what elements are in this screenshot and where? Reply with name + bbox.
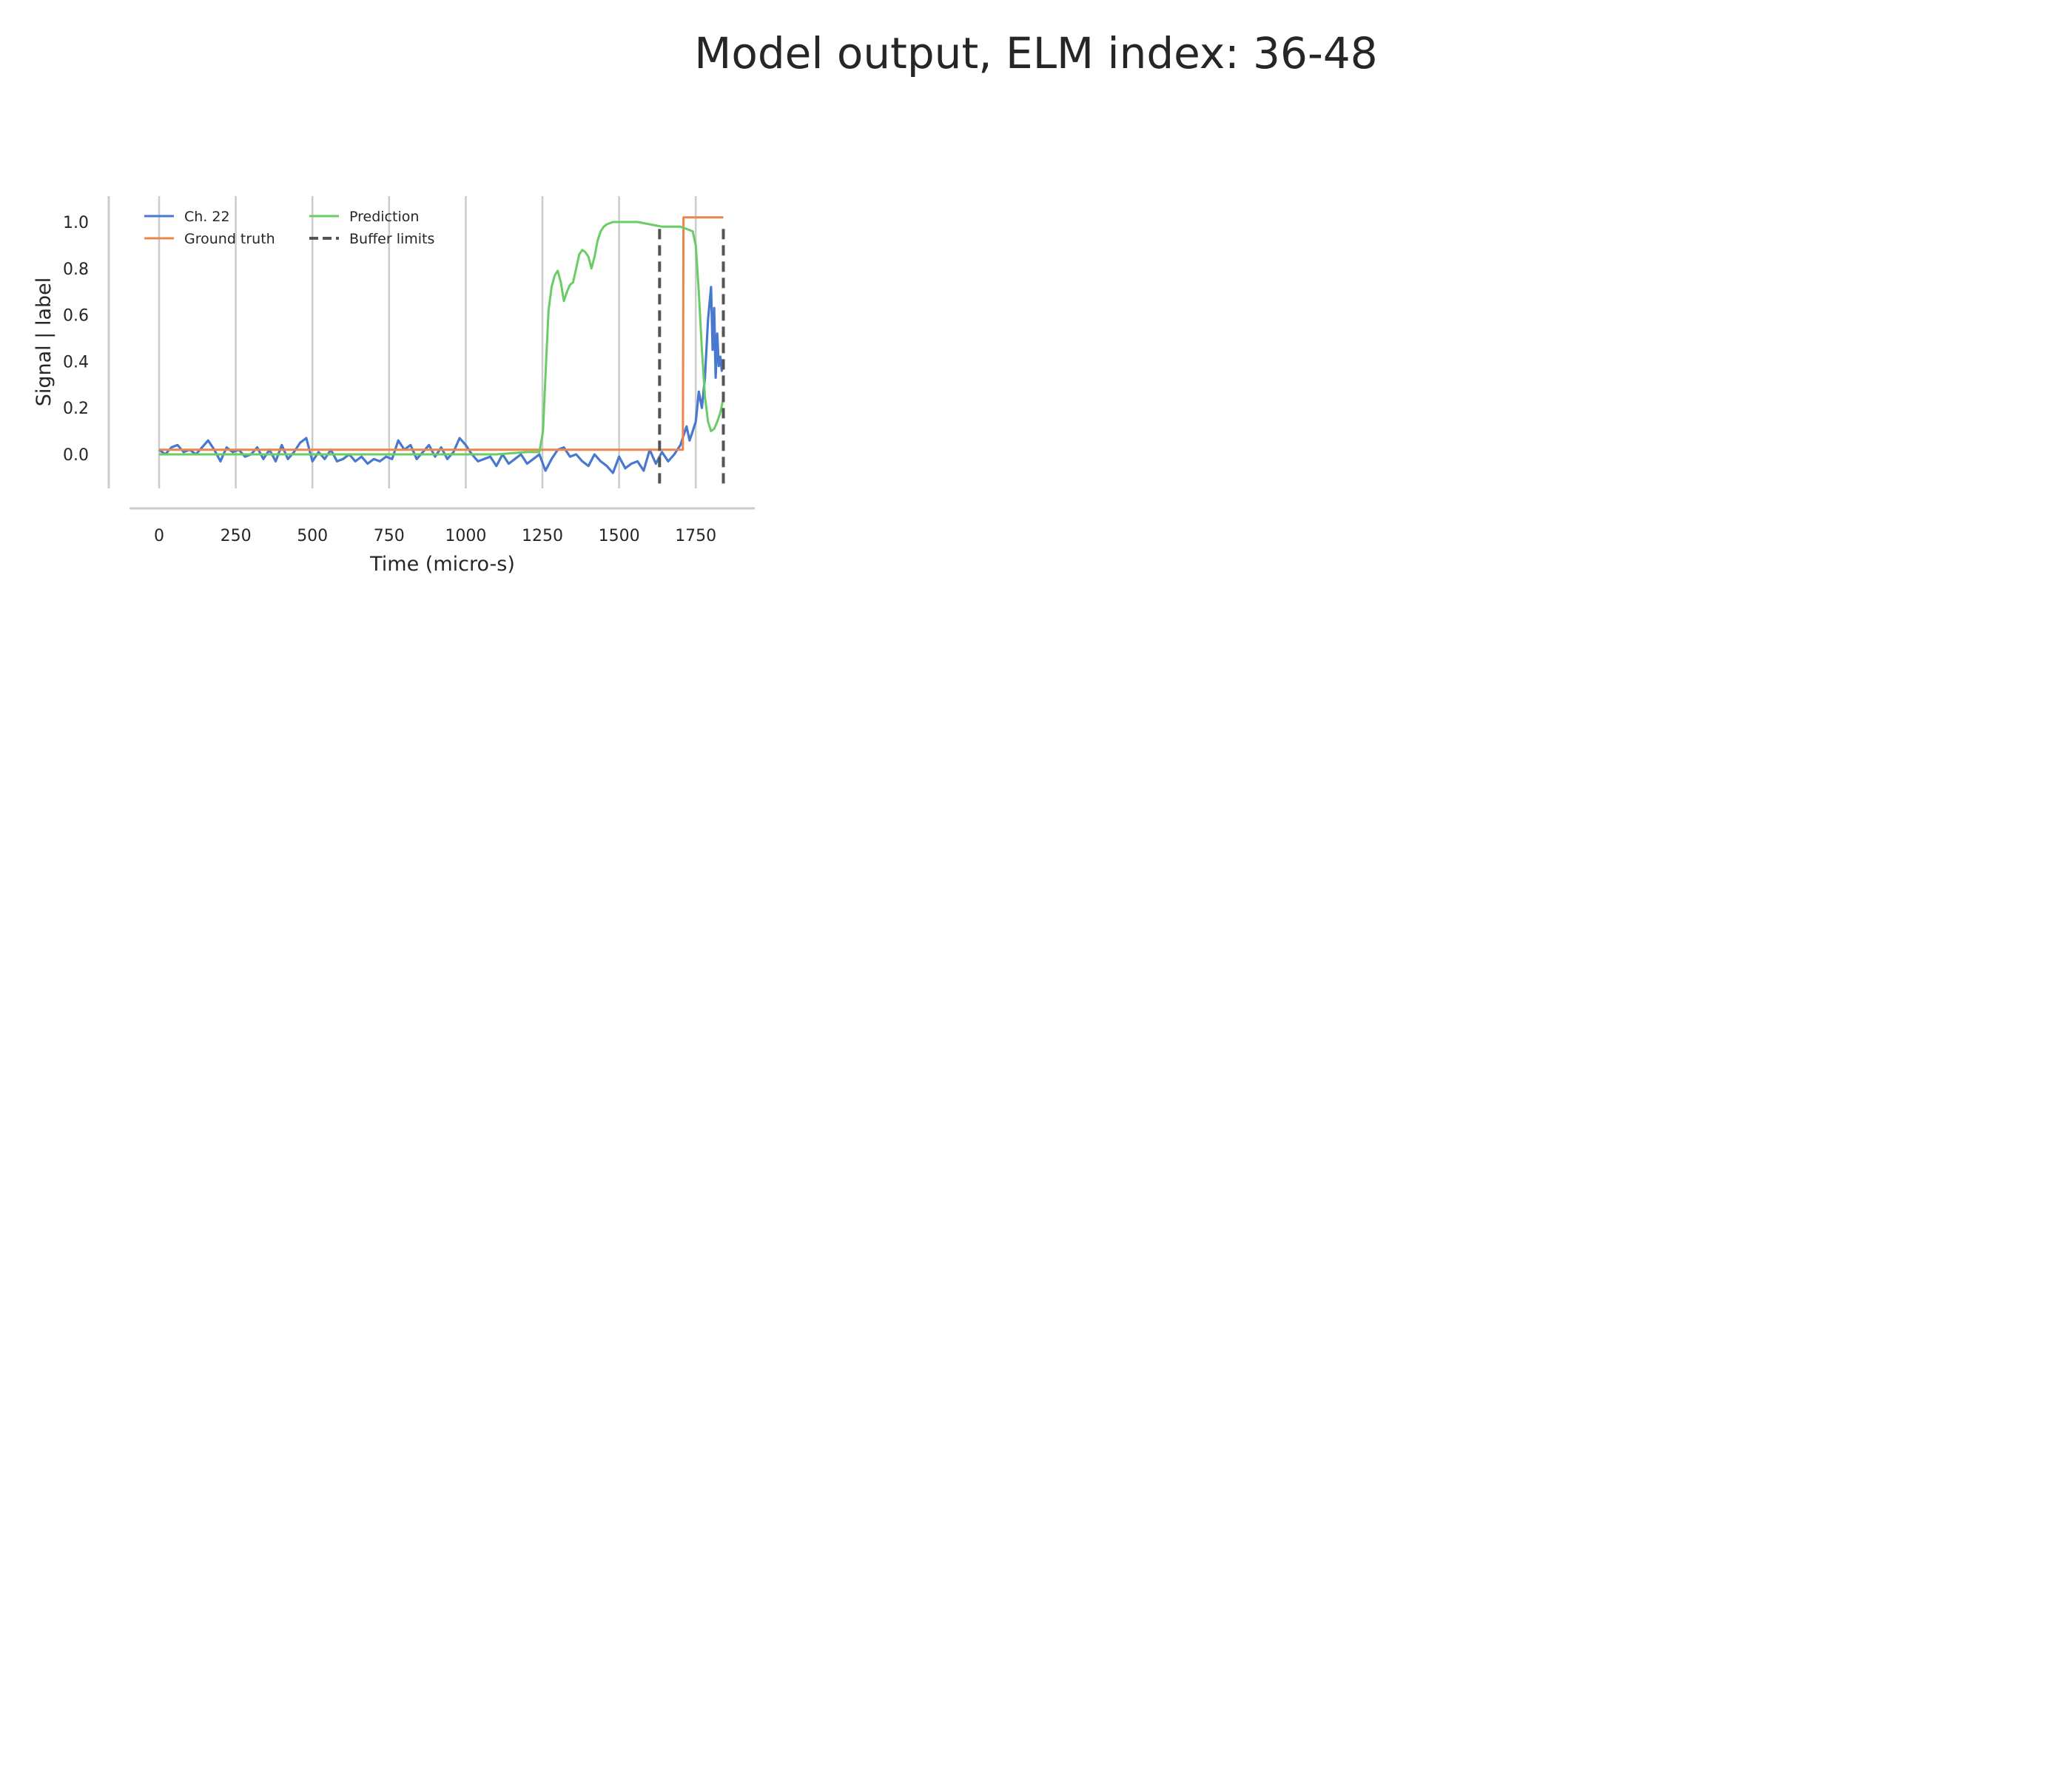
legend-label: Buffer limits (349, 231, 434, 247)
x-axis-label: Time (micro-s) (369, 553, 515, 576)
grid-lines (158, 196, 697, 488)
x-tick-label: 1500 (599, 527, 640, 545)
legend-label: Ch. 22 (184, 209, 230, 225)
legend-label: Prediction (349, 209, 419, 225)
x-tick-label: 1250 (522, 527, 563, 545)
legend-item-ground-truth: Ground truth (144, 231, 275, 247)
y-tick-label: 0.6 (63, 307, 89, 326)
y-tick-label: 0.8 (63, 260, 89, 279)
x-tick-label: 750 (374, 527, 405, 545)
series-line-signal (158, 286, 725, 474)
y-tick-label: 1.0 (63, 214, 89, 232)
figure-title: Model output, ELM index: 36-48 (694, 28, 1378, 78)
series-line-ground-truth (159, 216, 724, 451)
legend-label: Ground truth (184, 231, 275, 247)
y-tick-label: 0.2 (63, 400, 89, 418)
y-tick-label: 0.0 (63, 446, 89, 465)
legend-item-signal: Ch. 22 (144, 209, 230, 225)
plot-frame (107, 196, 755, 510)
series-layer (158, 216, 725, 474)
x-tick-label: 1750 (675, 527, 716, 545)
buffer-limits-layer (658, 229, 725, 487)
x-tick-label: 0 (154, 527, 164, 545)
legend-item-prediction: Prediction (309, 209, 419, 225)
series-line-prediction (159, 221, 724, 456)
x-tick-labels: 0 250 500 750 1000 1250 1500 1750 (154, 527, 716, 545)
y-axis-label: Signal | label (33, 278, 56, 407)
legend: Ch. 22 Ground truth Prediction Buffer limit… (144, 209, 434, 247)
x-tick-label: 1000 (445, 527, 486, 545)
y-tick-label: 0.4 (63, 353, 89, 371)
y-tick-labels: 0.0 0.2 0.4 0.6 0.8 1.0 (63, 214, 89, 465)
x-tick-label: 250 (221, 527, 252, 545)
x-tick-label: 500 (297, 527, 328, 545)
legend-item-buffer: Buffer limits (309, 231, 434, 247)
